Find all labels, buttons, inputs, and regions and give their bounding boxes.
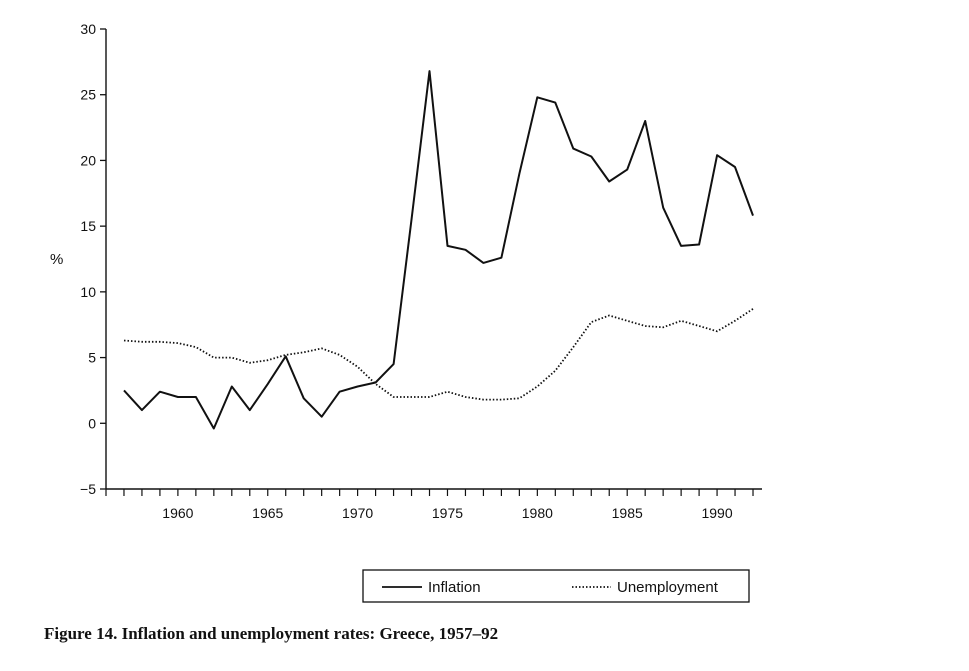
legend-box bbox=[362, 569, 750, 603]
x-tick-label: 1970 bbox=[342, 505, 373, 521]
series-line-unemployment bbox=[123, 308, 754, 401]
y-tick-label: 20 bbox=[80, 152, 96, 168]
figure-caption: Figure 14. Inflation and unemployment ra… bbox=[44, 624, 499, 643]
legend: Inflation Unemployment bbox=[362, 569, 750, 603]
y-tick-label: −5 bbox=[80, 481, 96, 497]
y-tick-label: 30 bbox=[80, 21, 96, 37]
x-tick-label: 1965 bbox=[252, 505, 283, 521]
y-tick-label: 15 bbox=[80, 218, 96, 234]
x-tick-label: 1985 bbox=[612, 505, 643, 521]
y-axis-label: % bbox=[50, 251, 63, 268]
y-tick-label: 5 bbox=[88, 350, 96, 366]
y-tick-label: 0 bbox=[88, 415, 96, 431]
legend-label-inflation: Inflation bbox=[428, 579, 481, 596]
y-tick-label: 10 bbox=[80, 284, 96, 300]
x-tick-label: 1990 bbox=[701, 505, 732, 521]
x-tick-label: 1960 bbox=[162, 505, 193, 521]
series-line-inflation bbox=[123, 70, 754, 430]
x-tick-label: 1975 bbox=[432, 505, 463, 521]
x-tick-label: 1980 bbox=[522, 505, 553, 521]
legend-label-unemployment: Unemployment bbox=[617, 579, 719, 596]
y-tick-label: 25 bbox=[80, 87, 96, 103]
